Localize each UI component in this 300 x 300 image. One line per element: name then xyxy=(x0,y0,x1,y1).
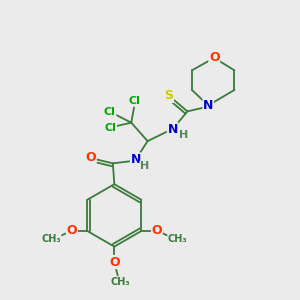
Text: O: O xyxy=(209,51,220,64)
Text: CH₃: CH₃ xyxy=(110,277,130,287)
Text: O: O xyxy=(67,224,77,238)
Text: Cl: Cl xyxy=(104,107,116,117)
Text: N: N xyxy=(167,123,178,136)
Text: O: O xyxy=(109,256,120,268)
Text: Cl: Cl xyxy=(128,96,140,106)
Text: N: N xyxy=(130,153,141,166)
Text: CH₃: CH₃ xyxy=(168,234,188,244)
Text: O: O xyxy=(85,151,96,164)
Text: S: S xyxy=(164,89,173,102)
Text: N: N xyxy=(203,99,213,112)
Text: O: O xyxy=(152,224,162,238)
Text: H: H xyxy=(140,161,149,171)
Text: H: H xyxy=(179,130,188,140)
Text: CH₃: CH₃ xyxy=(41,234,61,244)
Text: Cl: Cl xyxy=(104,123,116,133)
